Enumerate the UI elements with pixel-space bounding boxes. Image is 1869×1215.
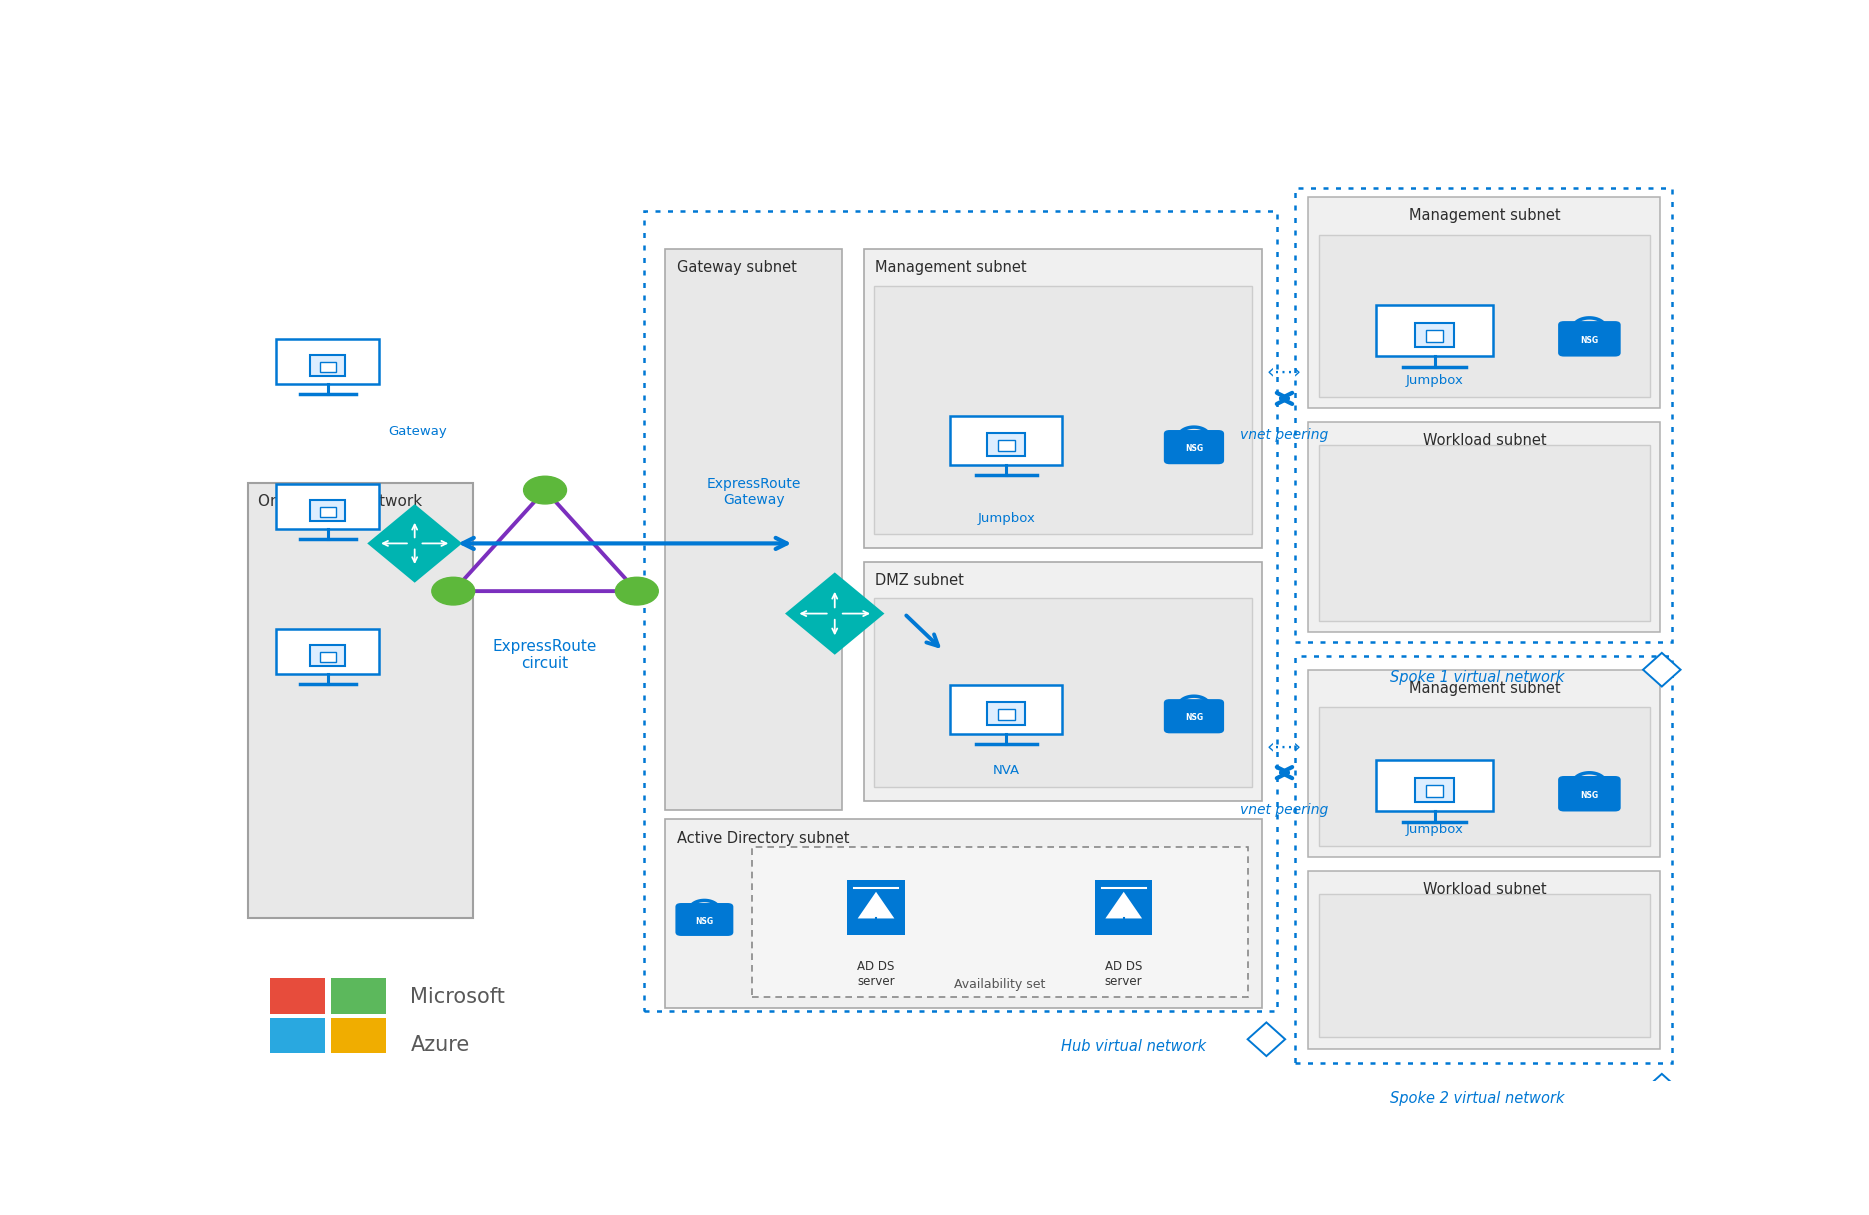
Bar [320,507,336,516]
Polygon shape [1643,652,1680,686]
Text: Jumpbox: Jumpbox [977,512,1035,525]
Bar [1295,188,1673,642]
Text: Workload subnet: Workload subnet [1422,882,1546,897]
Text: NSG: NSG [1581,791,1598,799]
Bar [987,702,1024,725]
Text: ExpressRoute
Gateway: ExpressRoute Gateway [706,476,800,507]
Text: NSG: NSG [1185,713,1204,723]
Text: On-premises network: On-premises network [258,493,422,509]
Text: vnet peering: vnet peering [1241,429,1329,442]
Bar [1308,669,1660,857]
Bar [1318,894,1650,1038]
Text: Management subnet: Management subnet [1409,209,1561,224]
Text: Hub virtual network: Hub virtual network [1062,1039,1206,1055]
Bar [277,629,379,674]
Circle shape [432,577,475,605]
Bar [1426,785,1443,797]
Polygon shape [366,504,462,583]
Text: Active Directory subnet: Active Directory subnet [677,831,849,846]
Bar [331,978,385,1015]
Bar [998,440,1015,451]
Bar [1308,422,1660,632]
Text: Jumpbox: Jumpbox [1405,824,1463,836]
Text: Spoke 2 virtual network: Spoke 2 virtual network [1389,1091,1564,1106]
Text: Azure: Azure [411,1035,469,1055]
Bar [643,211,1277,1011]
Text: ExpressRoute
circuit: ExpressRoute circuit [493,639,598,671]
Bar [331,1018,385,1053]
Bar [987,433,1024,456]
Text: Gateway subnet: Gateway subnet [677,260,796,275]
Bar [1295,656,1673,1063]
Bar [949,684,1062,734]
Bar [1415,323,1454,346]
Bar [320,651,336,662]
Bar [863,249,1262,548]
Text: NVA: NVA [992,764,1020,778]
Bar [875,598,1252,786]
Bar [665,819,1262,1008]
Bar [249,482,473,917]
FancyBboxPatch shape [1164,699,1224,734]
Text: Spoke 1 virtual network: Spoke 1 virtual network [1389,669,1564,685]
Bar [1376,759,1493,810]
Bar [1308,871,1660,1049]
Circle shape [523,476,566,504]
Bar [875,287,1252,535]
Bar [1415,778,1454,802]
Text: ‹⋯›: ‹⋯› [1267,363,1303,382]
Bar [949,416,1062,464]
Text: NSG: NSG [1185,445,1204,453]
FancyBboxPatch shape [1559,321,1620,356]
Bar [998,710,1015,720]
Text: Workload subnet: Workload subnet [1422,433,1546,448]
Bar [751,848,1248,998]
Bar [1318,707,1650,846]
Bar [863,563,1262,801]
Text: Gateway: Gateway [389,425,447,437]
Text: NSG: NSG [1581,337,1598,345]
FancyBboxPatch shape [1164,430,1224,464]
FancyBboxPatch shape [1559,776,1620,812]
Text: Management subnet: Management subnet [1409,680,1561,696]
Bar [310,501,346,521]
Bar [277,339,379,384]
Bar [665,249,841,810]
Bar [320,362,336,372]
Polygon shape [454,490,637,592]
Bar [1318,234,1650,396]
Text: vnet peering: vnet peering [1241,803,1329,816]
Text: NSG: NSG [695,916,714,926]
Bar [277,485,379,530]
Bar [1426,330,1443,341]
Bar [1308,197,1660,408]
Text: Microsoft: Microsoft [411,987,505,1007]
Polygon shape [858,892,895,919]
Text: Jumpbox: Jumpbox [1405,374,1463,388]
Text: AD DS
server: AD DS server [1105,960,1142,988]
Text: ‹⋯›: ‹⋯› [1267,738,1303,756]
Bar [1095,880,1153,936]
Polygon shape [1643,1074,1680,1108]
Bar [1376,305,1493,356]
Bar [269,1018,325,1053]
Circle shape [615,577,658,605]
Polygon shape [785,572,884,655]
Bar [310,355,346,377]
Polygon shape [1248,1022,1286,1056]
Bar [269,978,325,1015]
Polygon shape [1105,892,1142,919]
Bar [847,880,905,936]
Text: Availability set: Availability set [955,978,1045,990]
Text: AD DS
server: AD DS server [858,960,895,988]
Bar [310,645,346,666]
FancyBboxPatch shape [675,903,733,936]
Text: Management subnet: Management subnet [875,260,1026,275]
Bar [1318,445,1650,621]
Text: DMZ subnet: DMZ subnet [875,573,964,588]
